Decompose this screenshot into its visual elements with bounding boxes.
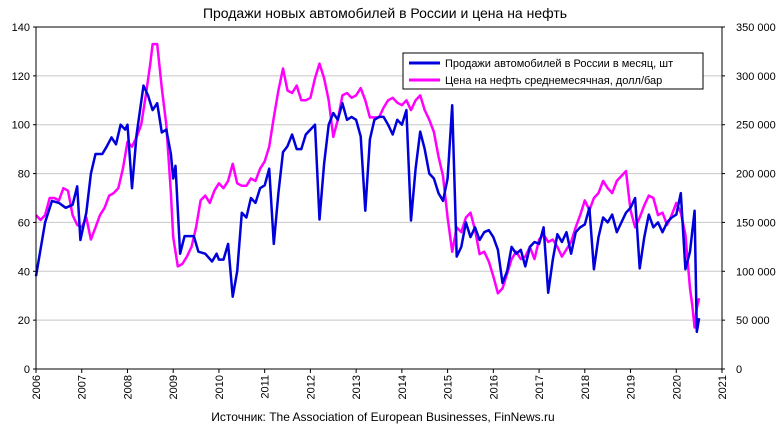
y-right-tick-label: 250 000: [736, 120, 776, 132]
x-tick-label: 2014: [397, 375, 409, 399]
y-left-tick-label: 140: [12, 22, 30, 34]
x-tick-label: 2008: [122, 375, 134, 399]
y-left-tick-label: 40: [18, 266, 30, 278]
y-left-tick-label: 60: [18, 217, 30, 229]
legend-label-sales: Продажи автомобилей в России в месяц, шт: [445, 58, 673, 70]
x-tick-label: 2015: [443, 375, 455, 399]
series-line-oil: [35, 42, 701, 329]
source-note: Источник: The Association of European Bu…: [211, 410, 554, 424]
x-tick-label: 2021: [717, 375, 729, 399]
y-right-tick-label: 300 000: [736, 71, 776, 83]
legend: Продажи автомобилей в России в месяц, шт…: [402, 52, 704, 90]
x-tick-label: 2007: [77, 375, 89, 399]
x-tick-label: 2011: [260, 375, 272, 399]
y-left-tick-label: 0: [24, 364, 30, 376]
y-left-tick-label: 100: [12, 120, 30, 132]
y-left-tick-label: 120: [12, 71, 30, 83]
x-tick-label: 2013: [351, 375, 363, 399]
x-tick-label: 2020: [671, 375, 683, 399]
chart-title: Продажи новых автомобилей в России и цен…: [203, 5, 567, 21]
y-left-tick-label: 20: [18, 315, 30, 327]
x-tick-label: 2018: [580, 375, 592, 399]
x-tick-label: 2019: [626, 375, 638, 399]
grid: [36, 75, 722, 321]
y-right-tick-label: 50 000: [736, 315, 770, 327]
y-right-tick-label: 200 000: [736, 169, 776, 181]
legend-box: [402, 52, 704, 90]
y-left-axis: 0 20 40 60 80 100 120 140: [12, 22, 36, 376]
y-right-axis: 0 50 000 100 000 150 000 200 000 250 000 300 0…: [722, 22, 776, 376]
plot-lines: [34, 42, 701, 334]
y-right-tick-label: 350 000: [736, 22, 776, 34]
x-tick-label: 2006: [31, 375, 43, 399]
y-right-tick-label: 100 000: [736, 266, 776, 278]
x-tick-label: 2016: [488, 375, 500, 399]
x-axis: 2006 2007 2008 2009 2010 2011 2012 2013 2014 2015…: [31, 369, 729, 399]
plot-area-frame: [35, 26, 723, 370]
x-tick-label: 2017: [534, 375, 546, 399]
series-line-sales: [34, 84, 701, 334]
x-tick-label: 2012: [305, 375, 317, 399]
x-tick-label: 2010: [214, 375, 226, 399]
y-right-tick-label: 0: [736, 364, 742, 376]
y-left-tick-label: 80: [18, 169, 30, 181]
y-right-tick-label: 150 000: [736, 217, 776, 229]
x-tick-label: 2009: [168, 375, 180, 399]
legend-label-oil: Цена на нефть среднемесячная, долл/бар: [445, 75, 662, 87]
